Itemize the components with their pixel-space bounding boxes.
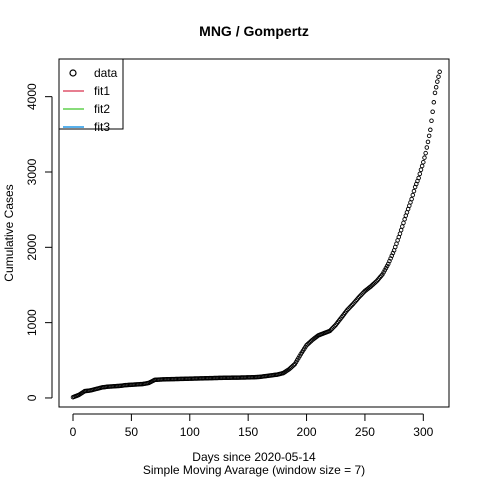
legend-label-fit3: fit3 (94, 120, 110, 134)
data-point (360, 291, 365, 296)
y-tick-label: 4000 (25, 83, 39, 110)
data-point (359, 292, 364, 297)
data-point (432, 90, 438, 96)
data-point (429, 118, 434, 124)
x-tick-label: 300 (413, 425, 433, 439)
data-point (327, 328, 333, 334)
x-tick-label: 0 (70, 425, 77, 439)
chart-title: MNG / Gompertz (199, 23, 309, 39)
y-tick-label: 2000 (25, 234, 39, 261)
data-point (411, 188, 417, 194)
plot-frame (58, 58, 450, 408)
data-point (332, 323, 337, 329)
data-point (426, 133, 432, 139)
x-tick-label: 250 (355, 425, 375, 439)
data-point (400, 224, 405, 229)
legend-box (58, 58, 124, 130)
legend: data fit1 fit2 fit3 (58, 58, 124, 134)
data-point (356, 294, 362, 300)
data-point (430, 109, 435, 114)
data-point (358, 293, 363, 299)
y-tick-label: 3000 (25, 158, 39, 185)
y-tick-label: 0 (25, 394, 39, 401)
data-point (435, 79, 440, 84)
data-point (424, 145, 430, 150)
data-point (349, 302, 355, 308)
data-point (331, 325, 336, 330)
data-points (70, 69, 442, 400)
data-point (397, 231, 403, 236)
x-tick-label: 100 (180, 425, 200, 439)
data-point (419, 163, 425, 169)
data-point (398, 227, 404, 233)
legend-label-data: data (94, 66, 118, 80)
y-tick-label: 1000 (25, 309, 39, 336)
data-point (422, 155, 427, 160)
data-point (421, 159, 426, 165)
data-point (328, 327, 334, 332)
data-point (425, 139, 431, 145)
data-point (345, 307, 350, 313)
data-point (348, 303, 354, 309)
legend-label-fit1: fit1 (94, 84, 110, 98)
y-axis: 0 1000 2000 3000 4000 (25, 83, 53, 401)
data-point (329, 326, 335, 331)
data-point (410, 192, 416, 198)
x-axis: 0 50 100 150 200 250 300 (70, 413, 434, 439)
data-point (436, 74, 441, 79)
y-axis-label: Cumulative Cases (2, 184, 16, 281)
data-point (417, 171, 423, 177)
x-tick-label: 150 (238, 425, 258, 439)
x-axis-sublabel: Simple Moving Avarage (window size = 7) (143, 463, 365, 477)
data-point (428, 127, 433, 133)
x-axis-label: Days since 2020-05-14 (192, 450, 316, 464)
x-tick-label: 50 (125, 425, 139, 439)
x-tick-label: 200 (297, 425, 317, 439)
data-point (418, 167, 424, 172)
legend-label-fit2: fit2 (94, 102, 110, 116)
data-point (402, 217, 407, 222)
data-point (347, 305, 353, 310)
data-point (373, 280, 378, 285)
data-point (437, 69, 442, 75)
data-point (416, 175, 421, 181)
data-point (291, 362, 296, 368)
legend-marker-data (69, 69, 77, 77)
data-point (423, 150, 428, 156)
data-point (346, 306, 351, 311)
data-point (433, 84, 439, 90)
data-point (431, 100, 437, 105)
data-point (409, 196, 414, 202)
data-point (401, 220, 406, 226)
